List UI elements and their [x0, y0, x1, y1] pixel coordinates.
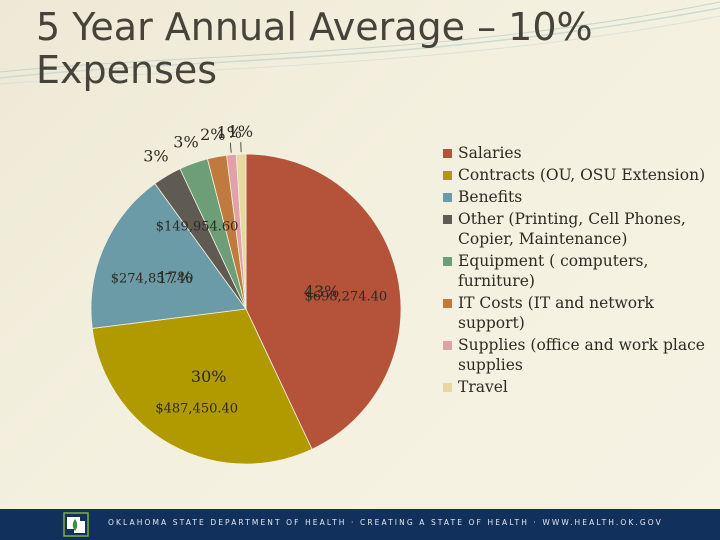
- pie-label-percent-other-printing-cell-phones-copier-maintenance: 3%: [143, 147, 168, 166]
- legend-item-other-printing-cell-phones-copier-maintenance: Other (Printing, Cell Phones, Copier, Ma…: [443, 209, 715, 249]
- legend-swatch: [443, 193, 452, 202]
- pie-label-percent-equipment-computers-furniture: 3%: [173, 133, 198, 152]
- pie-label-percent-contracts-ou-osu-extension: 30%: [191, 367, 227, 386]
- pie-label-percent-travel: 1%: [228, 122, 253, 141]
- state-logo-icon: [63, 512, 89, 537]
- pie-label-value-salaries: $698,274.40: [304, 290, 387, 305]
- pie-label-value-benefits: $274,857.40: [111, 271, 194, 286]
- pie-slice-contracts-ou-osu-extension: [91, 308, 313, 465]
- legend-swatch: [443, 171, 452, 180]
- pie-chart: 43%30%17%3%3% 2%1%1%$698,274.40$487,450.4…: [90, 122, 402, 465]
- pie-label-value-other-printing-cell-phones-copier-maintenance: $149,954.60: [156, 219, 239, 234]
- slide-title: 5 Year Annual Average – 10% Expenses: [36, 6, 593, 92]
- legend-label: Benefits: [458, 188, 523, 206]
- legend-item-it-costs-it-and-network-support: IT Costs (IT and network support): [443, 293, 715, 333]
- legend-swatch: [443, 299, 452, 308]
- legend-swatch: [443, 383, 452, 392]
- legend-swatch: [443, 257, 452, 266]
- pie-label-percent-benefits: 17%: [157, 268, 193, 287]
- slide-title-line-2: Expenses: [36, 48, 218, 92]
- pie-label-percent-salaries: 43%: [304, 282, 340, 301]
- legend-label: Equipment ( computers, furniture): [458, 252, 649, 290]
- legend-item-contracts-ou-osu-extension: Contracts (OU, OSU Extension): [443, 165, 715, 185]
- legend-item-equipment-computers-furniture: Equipment ( computers, furniture): [443, 251, 715, 291]
- legend-label: Travel: [458, 378, 508, 396]
- pie-label-value-contracts-ou-osu-extension: $487,450.40: [155, 402, 238, 417]
- pie-label-percent-it-costs-it-and-network-support: 2%: [200, 125, 225, 144]
- pie-slice-travel: [235, 153, 247, 310]
- legend-swatch: [443, 149, 452, 158]
- legend-item-supplies-office-and-work-place-supplies: Supplies (office and work place supplies: [443, 335, 715, 375]
- legend-swatch: [443, 215, 452, 224]
- legend-label: Supplies (office and work place supplies: [458, 336, 705, 374]
- legend-label: Salaries: [458, 144, 522, 162]
- pie-label-percent-supplies-office-and-work-place-supplies: 1%: [217, 123, 242, 142]
- legend-label: IT Costs (IT and network support): [458, 294, 654, 332]
- legend-item-benefits: Benefits: [443, 187, 715, 207]
- decorative-swoosh: [0, 1, 720, 85]
- slide-title-line-1: 5 Year Annual Average – 10%: [36, 5, 593, 49]
- legend-item-salaries: Salaries: [443, 143, 715, 163]
- pie-leader-supplies-office-and-work-place-supplies: [229, 142, 232, 153]
- footer-bar: Oklahoma State Department of Health · Cr…: [0, 509, 720, 540]
- footer-text: Oklahoma State Department of Health · Cr…: [108, 518, 663, 527]
- chart-legend: Salaries Contracts (OU, OSU Extension) Ben…: [443, 143, 715, 399]
- legend-swatch: [443, 341, 452, 350]
- legend-label: Other (Printing, Cell Phones, Copier, Ma…: [458, 210, 686, 248]
- pie-slice-salaries: [245, 153, 402, 450]
- legend-item-travel: Travel: [443, 377, 715, 397]
- legend-label: Contracts (OU, OSU Extension): [458, 166, 706, 184]
- pie-slice-benefits: [90, 183, 247, 329]
